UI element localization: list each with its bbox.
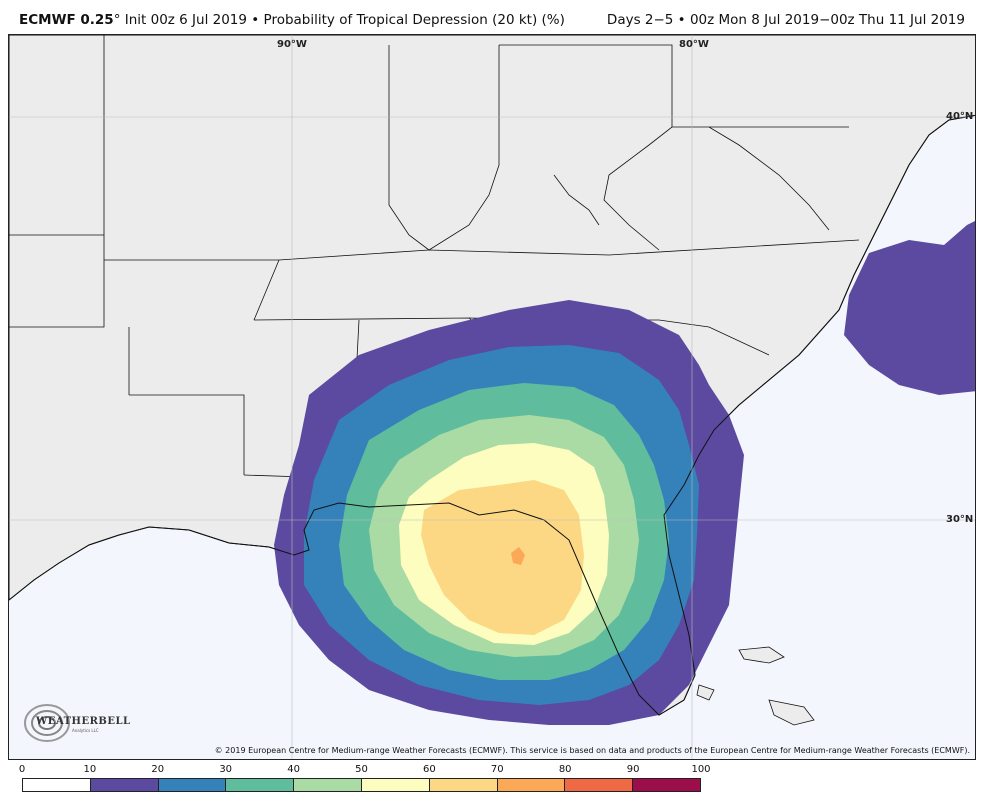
logo-subtext: Analytics LLC [72, 728, 99, 733]
contour-10-20-ne [844, 221, 975, 395]
colorbar-tick-label: 40 [287, 764, 300, 775]
contour-70-80 [511, 547, 525, 565]
weatherbell-logo: WEATHERBELL Analytics LLC [22, 700, 130, 746]
swirl-logo-icon [24, 704, 70, 742]
colorbar-tick-label: 80 [558, 764, 572, 775]
colorbar-tick-label: 70 [490, 764, 504, 775]
copyright-notice: © 2019 European Centre for Medium-range … [214, 746, 970, 755]
model-name: ECMWF 0.25 [19, 12, 114, 28]
graticule [9, 35, 975, 759]
colorbar-bin-1 [90, 779, 159, 791]
colorbar-bin-0 [23, 779, 91, 791]
colorbar-tick-label: 30 [219, 764, 233, 775]
colorbar-bin-8 [565, 779, 634, 791]
map-canvas [9, 35, 975, 759]
product-name: Probability of Tropical Depression (20 k… [263, 12, 565, 28]
colorbar-tick-label: 60 [423, 764, 436, 775]
header: ECMWF 0.25° Init 00z 6 Jul 2019 • Probab… [0, 0, 984, 34]
colorbar-bin-7 [497, 779, 566, 791]
lon-label-90w: 90°W [277, 39, 307, 50]
map-panel: 90°W 80°W 40°N 30°N [8, 34, 976, 760]
colorbar-tick-label: 0 [18, 764, 26, 775]
colorbar-bin-4 [294, 779, 362, 791]
lon-label-80w: 80°W [679, 39, 709, 50]
title-left: ECMWF 0.25° Init 00z 6 Jul 2019 • Probab… [19, 12, 565, 28]
contour-60-70 [421, 480, 584, 635]
title-bullet: • [251, 12, 260, 28]
degree-symbol: ° [113, 12, 121, 28]
colorbar-tick-label: 50 [355, 764, 368, 775]
islands [696, 646, 815, 726]
logo-text: WEATHERBELL [36, 716, 131, 727]
colorbar [22, 778, 701, 792]
colorbar-bin-3 [226, 779, 295, 791]
colorbar-tick-label: 90 [626, 764, 640, 775]
colorbar-bin-6 [429, 779, 498, 791]
probability-contours [274, 221, 975, 725]
colorbar-bin-9 [633, 779, 700, 791]
init-time: Init 00z 6 Jul 2019 [124, 12, 247, 28]
colorbar-bin-5 [361, 779, 430, 791]
colorbar-tick-label: 20 [151, 764, 165, 775]
lat-label-30n: 30°N [946, 514, 974, 525]
lat-label-40n: 40°N [946, 111, 974, 122]
coastline [9, 114, 975, 716]
colorbar-bin-2 [158, 779, 227, 791]
valid-period: Days 2−5 • 00z Mon 8 Jul 2019−00z Thu 11… [606, 12, 965, 28]
colorbar-tick-label: 10 [83, 764, 97, 775]
colorbar-tick-label: 100 [691, 764, 711, 775]
